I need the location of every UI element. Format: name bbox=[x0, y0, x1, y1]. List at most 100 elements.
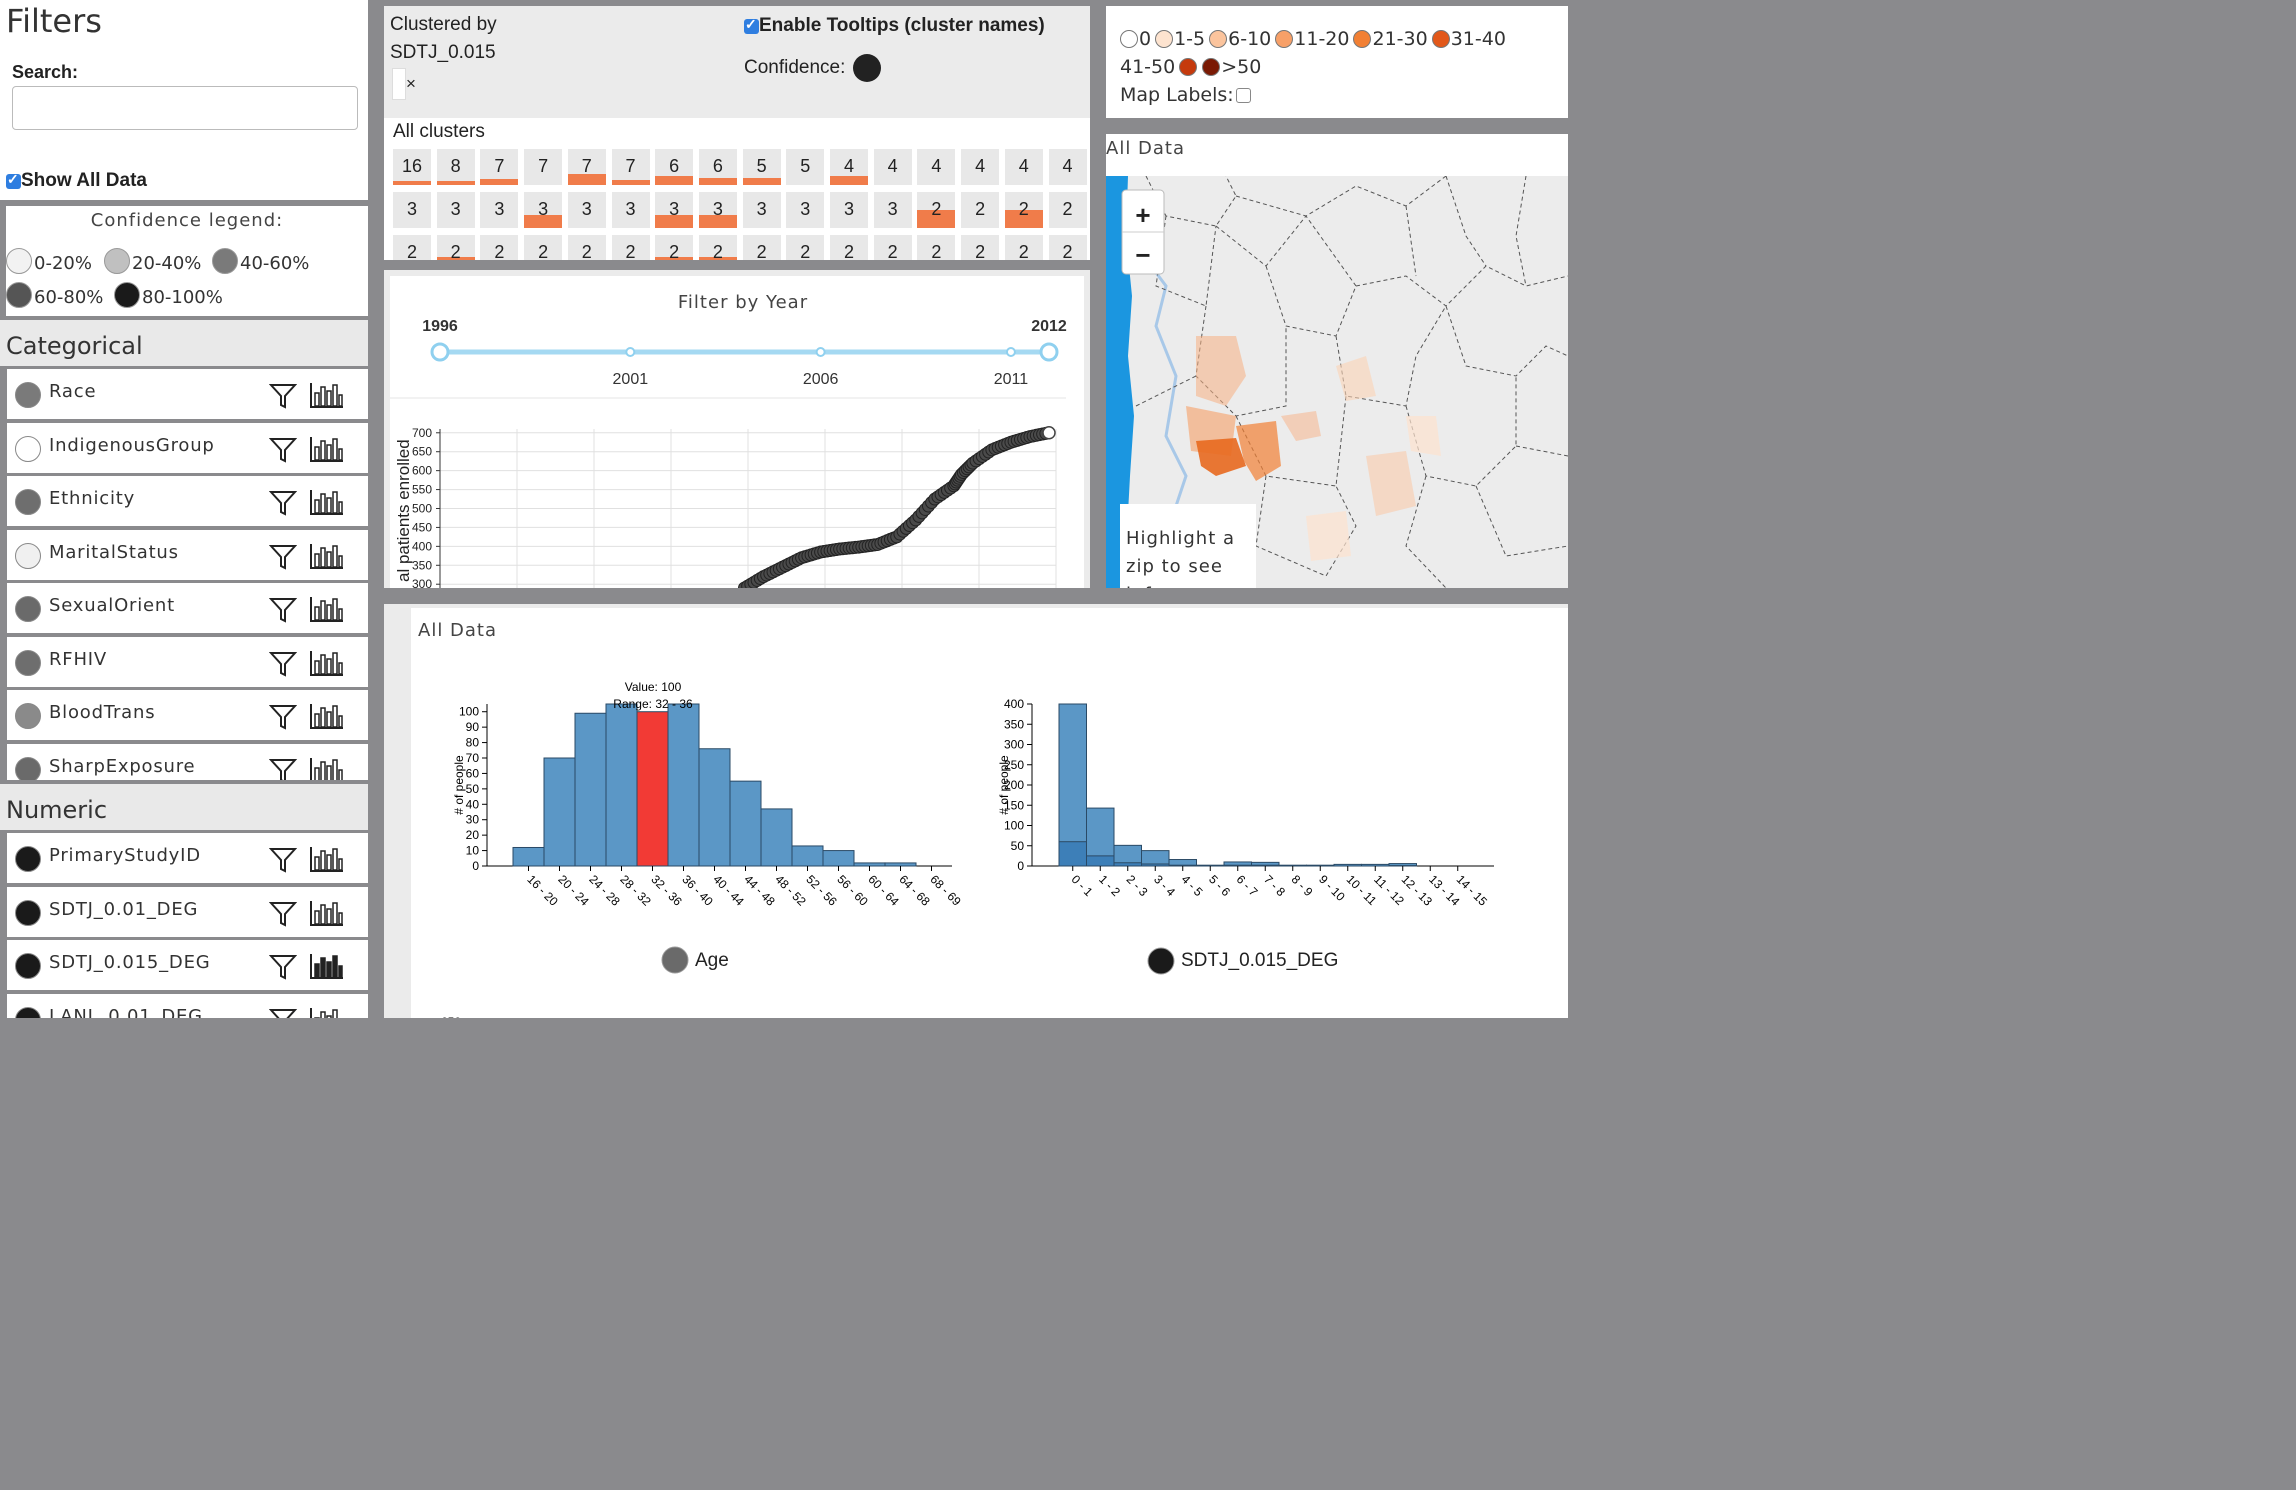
histogram-bar[interactable] bbox=[854, 863, 885, 866]
cluster-cell[interactable]: 2 bbox=[612, 235, 650, 260]
year-slider-handle-min[interactable] bbox=[432, 344, 448, 360]
histogram-icon[interactable] bbox=[309, 845, 345, 878]
histogram-bar[interactable] bbox=[1224, 865, 1252, 866]
histogram-bar[interactable] bbox=[699, 749, 730, 866]
cluster-cell[interactable]: 2 bbox=[437, 235, 475, 260]
remove-cluster-icon[interactable]: × bbox=[406, 74, 416, 94]
histogram-bar[interactable] bbox=[885, 863, 916, 866]
histogram-icon[interactable] bbox=[309, 1006, 345, 1019]
cluster-selector-box[interactable] bbox=[392, 68, 406, 100]
variable-row[interactable]: SDTJ_0.015_DEG bbox=[7, 940, 368, 990]
cluster-cell[interactable]: 3 bbox=[699, 192, 737, 228]
map-labels-checkbox[interactable] bbox=[1236, 88, 1251, 103]
histogram-bar[interactable] bbox=[1307, 865, 1335, 866]
age-color-dot-icon[interactable] bbox=[662, 947, 688, 973]
cluster-cell[interactable]: 4 bbox=[961, 149, 999, 185]
cluster-cell[interactable]: 16 bbox=[393, 149, 431, 185]
histogram-bar[interactable] bbox=[1087, 856, 1115, 866]
show-all-checkbox[interactable] bbox=[6, 174, 21, 189]
histogram-bar[interactable] bbox=[606, 704, 637, 866]
cluster-cell[interactable]: 3 bbox=[568, 192, 606, 228]
cluster-cell[interactable]: 7 bbox=[524, 149, 562, 185]
histogram-bar[interactable] bbox=[761, 809, 792, 866]
filter-icon[interactable] bbox=[269, 847, 297, 878]
histogram-bar[interactable] bbox=[544, 758, 575, 866]
cluster-cell[interactable]: 2 bbox=[1005, 235, 1043, 260]
tooltips-toggle[interactable]: Enable Tooltips (cluster names) bbox=[744, 15, 1045, 37]
tooltips-checkbox[interactable] bbox=[744, 19, 759, 34]
cluster-cell[interactable]: 3 bbox=[524, 192, 562, 228]
cluster-cell[interactable]: 7 bbox=[612, 149, 650, 185]
show-all-toggle[interactable]: Show All Data bbox=[6, 170, 147, 192]
variable-color-dot-icon[interactable] bbox=[15, 900, 41, 926]
cluster-cell[interactable]: 2 bbox=[699, 235, 737, 260]
variable-color-dot-icon[interactable] bbox=[15, 703, 41, 729]
variable-color-dot-icon[interactable] bbox=[15, 650, 41, 676]
filter-icon[interactable] bbox=[269, 490, 297, 521]
numeric-list[interactable]: PrimaryStudyID SDTJ_0.01_DEG SDTJ_0.015_DE… bbox=[4, 830, 368, 1018]
confidence-dot-icon[interactable] bbox=[853, 54, 881, 82]
histogram-bar[interactable] bbox=[637, 712, 668, 866]
histogram-icon[interactable] bbox=[309, 381, 345, 414]
histogram-bar[interactable] bbox=[1279, 865, 1307, 866]
filter-icon[interactable] bbox=[269, 437, 297, 468]
variable-color-dot-icon[interactable] bbox=[15, 757, 41, 781]
variable-row[interactable]: LANL_0.01_DEG bbox=[7, 994, 368, 1019]
variable-row[interactable]: Ethnicity bbox=[7, 476, 368, 526]
histogram-bar[interactable] bbox=[1197, 865, 1225, 866]
variable-row[interactable]: MaritalStatus bbox=[7, 530, 368, 580]
variable-color-dot-icon[interactable] bbox=[15, 382, 41, 408]
variable-color-dot-icon[interactable] bbox=[15, 953, 41, 979]
filter-icon[interactable] bbox=[269, 1008, 297, 1019]
histogram-bar[interactable] bbox=[1252, 865, 1280, 866]
cluster-cell[interactable]: 7 bbox=[568, 149, 606, 185]
histogram-bar[interactable] bbox=[513, 847, 544, 866]
zoom-out-button[interactable]: − bbox=[1135, 240, 1150, 270]
cluster-cell[interactable]: 3 bbox=[480, 192, 518, 228]
year-slider-handle-max[interactable] bbox=[1041, 344, 1057, 360]
cluster-cell[interactable]: 3 bbox=[786, 192, 824, 228]
map-region[interactable] bbox=[1406, 416, 1441, 456]
histogram-bar[interactable] bbox=[823, 851, 854, 866]
variable-color-dot-icon[interactable] bbox=[15, 1007, 41, 1019]
cluster-cell[interactable]: 3 bbox=[655, 192, 693, 228]
histogram-icon[interactable] bbox=[309, 649, 345, 682]
variable-row[interactable]: PrimaryStudyID bbox=[7, 833, 368, 883]
filter-icon[interactable] bbox=[269, 597, 297, 628]
histogram-bar[interactable] bbox=[1362, 864, 1390, 866]
zoom-in-button[interactable]: + bbox=[1135, 200, 1150, 230]
map-labels-toggle[interactable]: Map Labels: bbox=[1120, 84, 1251, 106]
variable-row[interactable]: BloodTrans bbox=[7, 690, 368, 740]
cluster-cell[interactable]: 7 bbox=[480, 149, 518, 185]
cluster-cell[interactable]: 2 bbox=[917, 235, 955, 260]
variable-color-dot-icon[interactable] bbox=[15, 596, 41, 622]
cluster-cell[interactable]: 4 bbox=[1005, 149, 1043, 185]
histogram-bar[interactable] bbox=[575, 713, 606, 866]
filter-icon[interactable] bbox=[269, 704, 297, 735]
cluster-cell[interactable]: 2 bbox=[830, 235, 868, 260]
variable-color-dot-icon[interactable] bbox=[15, 543, 41, 569]
deg-color-dot-icon[interactable] bbox=[1148, 948, 1174, 974]
histogram-bar[interactable] bbox=[1142, 864, 1170, 866]
search-input[interactable] bbox=[12, 86, 358, 130]
filter-icon[interactable] bbox=[269, 651, 297, 682]
filter-icon[interactable] bbox=[269, 758, 297, 781]
histogram-bar[interactable] bbox=[1059, 842, 1087, 866]
variable-row[interactable]: SexualOrient bbox=[7, 583, 368, 633]
map-region[interactable] bbox=[1306, 511, 1351, 561]
histogram-icon[interactable] bbox=[309, 952, 345, 985]
variable-row[interactable]: RFHIV bbox=[7, 637, 368, 687]
cluster-cell[interactable]: 3 bbox=[437, 192, 475, 228]
cluster-cell[interactable]: 2 bbox=[655, 235, 693, 260]
cluster-cell[interactable]: 2 bbox=[1049, 235, 1087, 260]
cluster-cell[interactable]: 3 bbox=[612, 192, 650, 228]
cluster-cell[interactable]: 6 bbox=[699, 149, 737, 185]
cluster-cell[interactable]: 2 bbox=[480, 235, 518, 260]
cluster-cell[interactable]: 2 bbox=[568, 235, 606, 260]
histogram-bar[interactable] bbox=[792, 846, 823, 866]
cluster-cell[interactable]: 2 bbox=[393, 235, 431, 260]
histogram-bar[interactable] bbox=[1169, 865, 1197, 866]
variable-color-dot-icon[interactable] bbox=[15, 436, 41, 462]
variable-row[interactable]: SDTJ_0.01_DEG bbox=[7, 887, 368, 937]
cluster-cell[interactable]: 8 bbox=[437, 149, 475, 185]
